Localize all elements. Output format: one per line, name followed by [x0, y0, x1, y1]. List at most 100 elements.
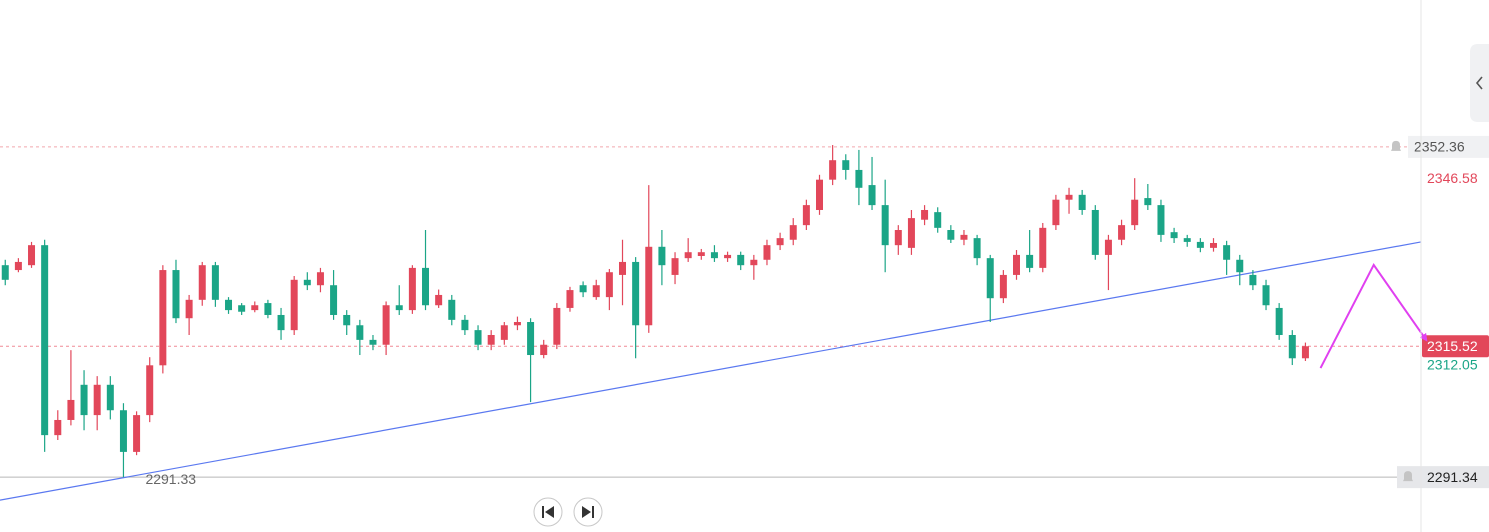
- candle-body: [185, 299, 193, 319]
- candle-body: [408, 267, 416, 311]
- candle-body: [632, 261, 640, 326]
- tab-bg[interactable]: [1470, 44, 1489, 122]
- prev-button[interactable]: [533, 497, 563, 527]
- candle-body: [710, 252, 718, 259]
- button-icon[interactable]: [592, 506, 594, 518]
- candle-body: [1104, 239, 1112, 255]
- candle-body: [1301, 346, 1309, 359]
- candle-body: [28, 245, 36, 266]
- candle-body: [1078, 194, 1086, 210]
- candle-body: [303, 279, 311, 286]
- candle-body: [316, 272, 324, 286]
- candle-body: [907, 218, 915, 248]
- candle-body: [645, 246, 653, 326]
- candle-body: [855, 169, 863, 188]
- candle-body: [500, 325, 508, 340]
- candle-body: [106, 384, 114, 411]
- tab-arrow[interactable]: [1475, 76, 1483, 90]
- trendline: [0, 241, 1422, 501]
- candle-body: [789, 225, 797, 240]
- candle-body: [172, 270, 180, 319]
- candle-body: [146, 365, 154, 416]
- candle-body: [881, 205, 889, 246]
- candle-body: [1157, 205, 1165, 235]
- candle-body: [1196, 241, 1204, 248]
- candle-body: [1249, 274, 1257, 286]
- projection-arrow: [1319, 263, 1428, 369]
- candle-body: [1223, 245, 1231, 260]
- candle-body: [487, 335, 495, 345]
- candle-body: [894, 230, 902, 246]
- candle-body: [422, 267, 430, 306]
- candle-body: [566, 290, 574, 308]
- candle-body: [776, 238, 784, 246]
- candle-body: [1091, 209, 1099, 255]
- candle-body: [750, 259, 758, 266]
- price-box: [1408, 135, 1489, 158]
- candle-body: [1026, 254, 1034, 268]
- candle-body: [41, 245, 49, 436]
- price-label: 2291.34: [1397, 466, 1489, 489]
- candle-body: [1262, 285, 1270, 306]
- candle-body: [527, 322, 535, 356]
- candle-body: [448, 299, 456, 320]
- bell-icon: [1403, 471, 1413, 482]
- candle-body: [290, 279, 298, 331]
- candle-body: [1131, 199, 1139, 226]
- candle-body: [330, 285, 338, 315]
- candle-body: [842, 160, 850, 170]
- price-label: 2352.36: [1391, 135, 1489, 158]
- candle-body: [395, 305, 403, 311]
- candle-body: [264, 303, 272, 315]
- candle-body: [382, 305, 390, 345]
- candle-body: [1144, 198, 1152, 206]
- candle-body: [829, 160, 837, 180]
- price-label-text: 2352.36: [1414, 139, 1465, 155]
- button-icon[interactable]: [545, 506, 554, 518]
- bell-icon: [1391, 140, 1401, 151]
- candle-body: [277, 314, 285, 331]
- candle-body: [54, 419, 62, 436]
- candle-body: [1236, 259, 1244, 273]
- candle-body: [369, 339, 377, 345]
- candle-body: [238, 305, 246, 312]
- candle-body: [658, 246, 666, 266]
- candle-body: [605, 272, 613, 298]
- candle-body: [592, 285, 600, 298]
- candle-body: [198, 265, 206, 300]
- candle-body: [1275, 307, 1283, 336]
- candle-body: [343, 314, 351, 326]
- candle-body: [816, 179, 824, 210]
- candle-body: [724, 254, 732, 259]
- candle-body: [93, 384, 101, 416]
- candle-body: [435, 294, 443, 306]
- candle-body: [211, 265, 219, 300]
- candle-body: [80, 384, 88, 416]
- price-box: [1397, 466, 1489, 489]
- collapse-tab[interactable]: [1470, 44, 1489, 122]
- candle-body: [763, 245, 771, 260]
- candle-body: [461, 319, 469, 331]
- candle-body: [999, 274, 1007, 299]
- button-icon[interactable]: [582, 506, 591, 518]
- price-label-text: 2315.52: [1427, 338, 1478, 354]
- candle-body: [1065, 194, 1073, 200]
- price-badge: [1422, 335, 1489, 358]
- candle-body: [474, 330, 482, 345]
- axis-price-label: 2312.05: [1427, 357, 1478, 373]
- candle-body: [697, 252, 705, 256]
- candle-body: [540, 344, 548, 356]
- candle-body: [251, 305, 259, 311]
- candle-body: [619, 261, 627, 275]
- candle-body: [1, 265, 9, 280]
- plot-layer: 2352.36 2315.52 2291.34 2346.58 2312.05 2291.…: [0, 135, 1489, 501]
- candle-body: [671, 258, 679, 275]
- candle-body: [579, 285, 587, 293]
- candle-body: [1118, 225, 1126, 240]
- candle-body: [684, 252, 692, 259]
- candle-body: [868, 185, 876, 206]
- next-button[interactable]: [573, 497, 603, 527]
- candle-body: [67, 399, 75, 420]
- button-icon[interactable]: [542, 506, 544, 518]
